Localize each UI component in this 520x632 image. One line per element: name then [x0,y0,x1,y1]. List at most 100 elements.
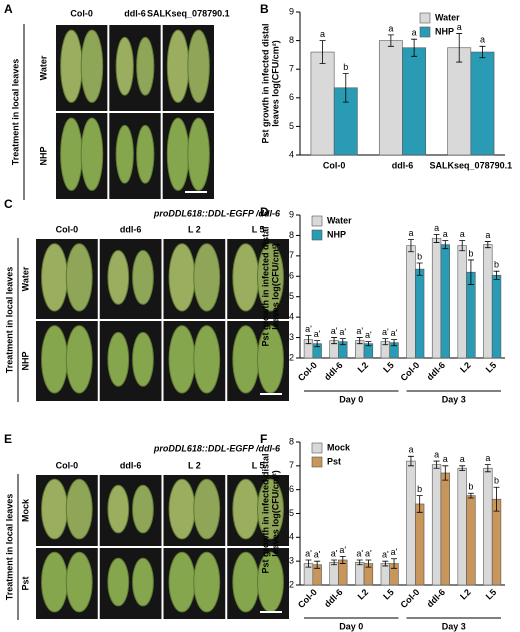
x-tick-label: ddl-6 [322,587,344,609]
error-bar [493,270,500,280]
y-tick-label: 9 [289,209,294,219]
leaf [193,478,221,540]
leaf [257,478,284,540]
legend-swatch [419,26,431,38]
side-label: Treatment in local leaves [10,59,20,166]
significance-letter: a [434,223,439,233]
legend-swatch [311,442,323,454]
error-bar [484,241,491,249]
leaf [115,124,134,184]
leaf [257,243,284,312]
group-label: Day 0 [339,394,363,404]
error-bar [442,240,449,250]
leaf [168,325,196,394]
side-label: Treatment in local leaves [4,267,14,374]
leaf [41,478,68,540]
error-bar [339,556,346,564]
column-label: Col-0 [56,224,79,234]
y-tick-label: 5 [289,508,294,518]
y-tick-label: 6 [289,271,294,281]
y-tick-label: 4 [289,149,294,159]
photo-header: proDDL618::DDL-EGFP /ddl-6 [153,208,281,218]
error-bar [442,465,449,481]
panel-letter: B [260,2,269,16]
legend-swatch [311,456,323,468]
y-tick-label: 8 [289,436,294,446]
leaf [232,325,260,394]
significance-letter: a' [339,545,346,555]
column-label: ddl-6 [120,224,142,234]
error-bar [391,339,398,347]
significance-letter: a [485,230,490,240]
y-axis-label: leaves log(CFU/cm²) [270,243,280,330]
significance-letter: b [417,484,422,494]
error-bar [365,341,372,347]
error-bar [305,559,312,568]
x-tick-label: L5 [381,587,396,602]
row-label: Pst [20,576,30,590]
significance-letter: a [457,22,462,32]
error-bar [387,34,394,47]
significance-letter: a' [365,330,372,340]
significance-letter: a' [305,548,312,558]
x-tick-label: Col-0 [296,360,319,383]
significance-letter: a [443,229,448,239]
legend-label: NHP [435,26,454,36]
group-label: Day 0 [339,621,363,631]
error-bar [331,337,338,345]
y-tick-label: 3 [289,556,294,566]
bar [431,238,442,359]
group-label: Day 3 [442,394,466,404]
bar [483,467,493,586]
error-bar [314,340,321,348]
legend-swatch [311,229,323,241]
y-tick-label: 2 [289,352,294,362]
bar [440,244,450,359]
y-tick-label: 8 [289,35,294,45]
leaf [168,243,196,312]
bar [466,495,476,586]
significance-letter: a' [314,550,321,560]
significance-letter: a' [365,548,372,558]
significance-letter: a [485,453,490,463]
significance-letter: a' [391,547,398,557]
significance-letter: a [412,28,417,38]
error-bar [319,40,326,64]
y-tick-label: 9 [289,6,294,16]
bar [440,472,450,586]
bar [457,245,467,359]
significance-letter: a' [305,324,312,334]
error-bar [305,335,312,345]
bar [378,40,403,156]
error-bar [356,337,363,345]
bar [329,562,339,586]
error-bar [479,45,486,59]
leaf [193,325,221,394]
x-tick-label: Col-0 [296,587,319,610]
y-tick-label: 7 [289,64,294,74]
leaf [60,117,83,191]
row-label: Mock [20,498,30,522]
panel-letter: D [260,205,269,219]
significance-letter: b [494,476,499,486]
leaf [60,29,83,103]
y-axis-label: leaves log(CFU/cm²) [270,470,280,557]
leaf [232,478,260,540]
y-tick-label: 3 [289,332,294,342]
photo-header: proDDL618::DDL-EGFP /ddl-6 [153,443,281,453]
y-axis-label: Pst growth in infected distal [260,226,270,346]
error-bar [467,492,474,499]
significance-letter: a' [356,548,363,558]
column-label: L 2 [188,460,201,470]
error-bar [459,240,466,252]
bar [466,271,476,359]
significance-letter: a' [356,326,363,336]
row-label: Water [38,55,48,80]
bar [447,47,472,156]
panel-letter: C [4,197,13,211]
column-label: Col-0 [70,8,93,18]
leaf [232,243,260,312]
column-label: Col-0 [56,460,79,470]
bar [415,268,425,359]
